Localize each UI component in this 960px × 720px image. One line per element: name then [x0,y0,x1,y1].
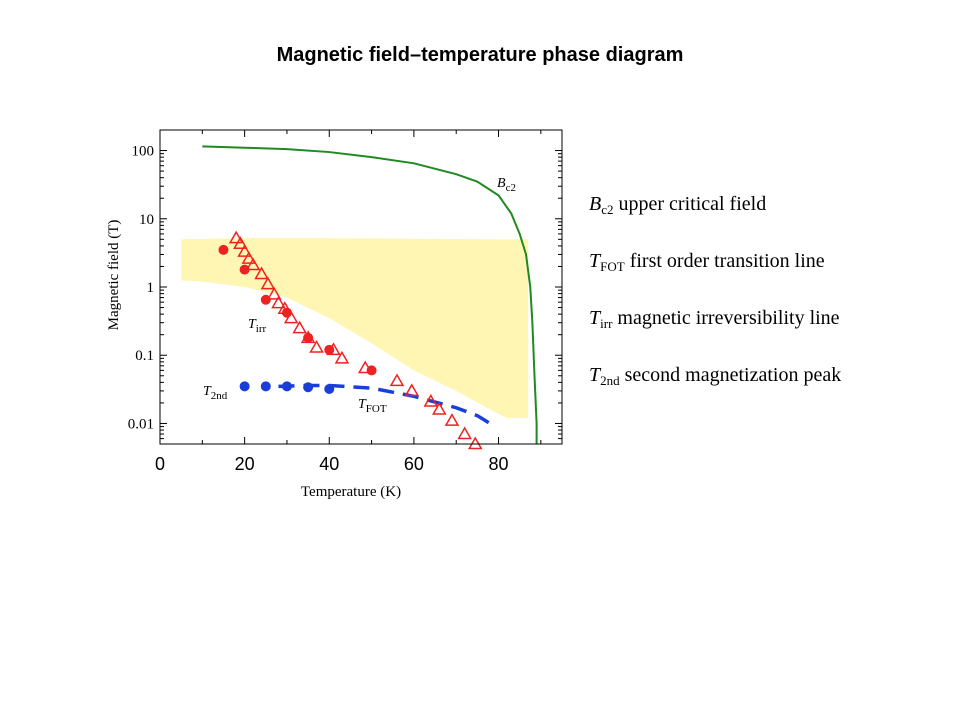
chart-labels: 0 20 40 60 80 100 10 1 0.1 0.01 Temperature (K) Mag… [106,144,516,500]
tirr-triangle-point [260,276,276,290]
t2nd-circle-point [281,381,292,392]
tirr-triangle-point [266,286,282,300]
x-tick-label: 20 [235,454,255,474]
x-tick-label: 40 [319,454,339,474]
tirr-annotation: Tirr [248,317,267,335]
legend-item-tirr: Tirr magnetic irreversibility line [589,307,840,331]
tirr-circle-point [324,344,335,355]
tirr-triangle-point [292,320,307,334]
y-tick-label: 100 [132,144,155,160]
y-tick-label: 0.1 [135,348,154,364]
tirr-triangle-point [389,373,405,387]
t2nd-circle-point [260,381,271,392]
tirr-triangle-point [423,393,439,407]
shaded-band [181,238,529,419]
y-tick-label: 0.01 [128,416,154,432]
legend: Bc2 upper critical field TFOT first orde… [589,190,841,418]
data-markers [218,230,483,450]
tirr-triangle-point [467,436,483,450]
plot-frame [159,129,563,445]
t2nd-circle-point [239,381,250,392]
bc2-line [202,145,538,444]
tirr-triangle-point [254,266,269,280]
tirr-circle-point [260,294,271,305]
y-tick-label: 10 [139,212,154,228]
tirr-triangle-point [404,383,420,397]
tirr-circle-point [218,244,229,255]
tirr-triangle-point [271,295,286,309]
x-tick-label: 60 [404,454,424,474]
tirr-triangle-point [241,251,257,264]
y-axis-label: Magnetic field (T) [106,220,122,331]
bc2-annotation: Bc2 [497,176,516,194]
tirr-circle-point [303,332,314,343]
legend-item-tfot: TFOT first order transition line [589,250,825,274]
legend-item-t2nd: T2nd second magnetization peak [589,364,842,388]
tirr-circle-point [366,365,377,376]
tirr-triangle-point [444,413,460,426]
tirr-triangle-point [309,339,324,353]
page-title: Magnetic field–temperature phase diagram [276,44,684,66]
t2nd-annotation: T2nd [203,384,228,402]
tirr-circle-point [239,264,250,275]
x-tick-label: 0 [155,454,165,474]
tirr-triangle-point [245,257,261,271]
tirr-circle-point [281,307,292,318]
tirr-triangle-point [431,402,447,415]
t2nd-circle-point [303,382,314,393]
legend-item-bc2: Bc2 upper critical field [589,193,767,217]
x-axis-label: Temperature (K) [301,484,401,500]
tirr-triangle-point [334,350,350,364]
shaded-region [181,238,529,419]
t2nd-circle-point [324,383,335,394]
tirr-triangle-point [228,230,244,244]
y-tick-label: 1 [147,280,155,296]
tirr-triangle-point [457,426,472,440]
x-tick-label: 80 [489,454,509,474]
tirr-triangle-point [233,236,248,250]
tirr-triangle-point [237,244,252,257]
tfot-annotation: TFOT [358,397,387,415]
